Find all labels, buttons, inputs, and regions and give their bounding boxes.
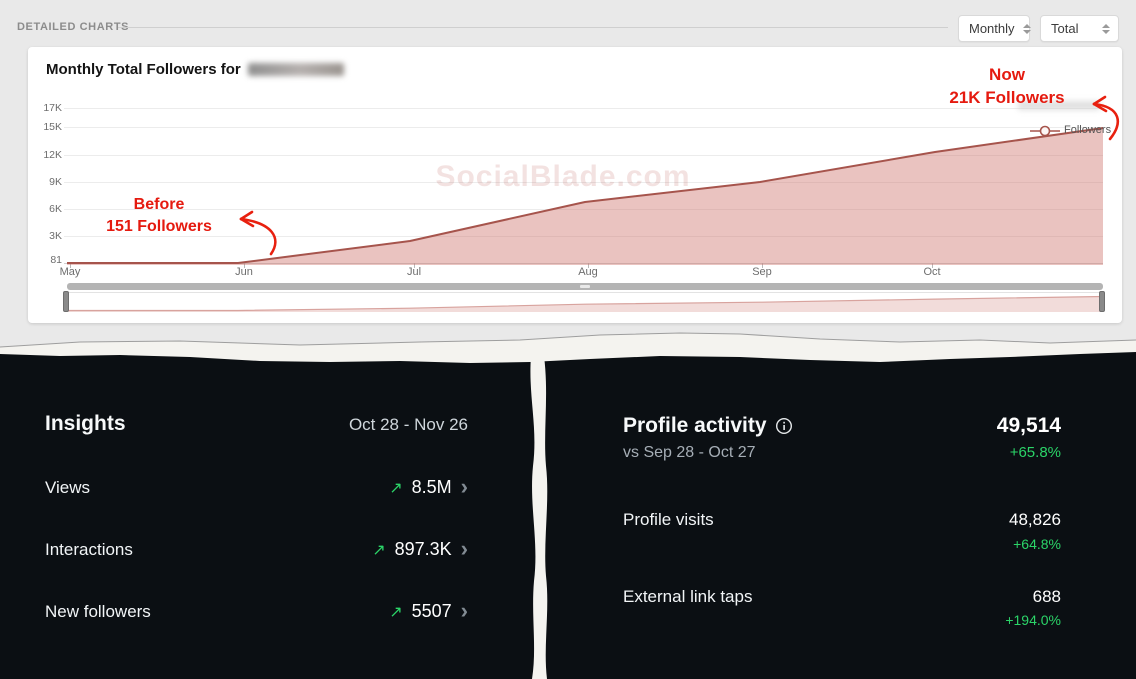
gridline — [64, 209, 1103, 210]
x-tick — [588, 263, 589, 268]
navigator-mini-chart — [67, 295, 1104, 312]
insights-row-new-followers[interactable]: New followers ↗ 5507 › — [45, 597, 468, 623]
navigator-right-handle[interactable] — [1099, 291, 1105, 312]
detailed-charts-section: DETAILED CHARTS Monthly Total Monthly To… — [17, 15, 1122, 323]
row-label: Views — [45, 477, 91, 497]
trend-up-icon: ↗ — [389, 603, 403, 621]
navigator-left-handle[interactable] — [63, 291, 69, 312]
updown-icon — [1102, 23, 1110, 34]
gridline — [64, 236, 1103, 237]
external-link-taps-change: +194.0% — [1005, 612, 1061, 628]
chart-title-text: Monthly Total Followers for — [46, 61, 241, 78]
metric-dropdown[interactable]: Total — [1040, 15, 1119, 42]
legend-label[interactable]: Followers — [1064, 124, 1112, 136]
total-change: +65.8% — [1009, 444, 1061, 461]
redacted-username — [247, 63, 344, 76]
row-value: 688 — [1032, 587, 1061, 606]
x-tick — [414, 263, 415, 268]
row-value: 8.5M — [411, 477, 452, 497]
profile-activity-total: 49,514 — [996, 414, 1061, 437]
x-tick-label: Jul — [406, 266, 422, 278]
period-dropdown-value: Monthly — [969, 21, 1015, 36]
profile-activity-header: Profile activity 49,514 — [623, 414, 1061, 438]
row-label: External link taps — [623, 587, 753, 606]
profile-activity-title: Profile activity — [623, 414, 767, 437]
chart-range-navigator[interactable] — [67, 292, 1104, 312]
metric-dropdown-value: Total — [1051, 21, 1079, 36]
gridline — [64, 182, 1103, 183]
row-value: 48,826 — [1009, 510, 1061, 529]
followers-chart-svg — [67, 95, 1120, 265]
external-link-taps-row[interactable]: External link taps 688 — [623, 587, 1061, 607]
trend-up-icon: ↗ — [389, 479, 403, 497]
period-dropdown[interactable]: Monthly — [958, 15, 1031, 42]
annotation-now-line1: Now — [989, 65, 1025, 84]
x-tick-label: Sep — [752, 266, 772, 278]
insights-date-range[interactable]: Oct 28 - Nov 26 — [348, 415, 468, 434]
profile-visits-row[interactable]: Profile visits 48,826 — [623, 510, 1061, 530]
scrollbar-grip[interactable] — [580, 285, 590, 288]
compare-range: vs Sep 28 - Oct 27 — [623, 444, 756, 461]
x-axis-line — [64, 263, 1103, 264]
gridline — [64, 108, 1103, 109]
y-tick-label: 9K — [49, 176, 62, 188]
followers-area — [67, 128, 1103, 265]
x-tick — [70, 263, 71, 268]
blurred-tooltip-smudge — [1018, 101, 1100, 110]
annotation-now-line2: 21K Followers — [949, 87, 1065, 107]
followers-chart-card: Monthly Total Followers for 17K 15K 12K … — [28, 47, 1122, 323]
y-tick-label: 17K — [43, 102, 62, 114]
x-tick — [932, 263, 933, 268]
y-tick-label: 6K — [49, 203, 62, 215]
followers-line — [67, 127, 1104, 264]
section-title: DETAILED CHARTS — [17, 21, 130, 33]
before-arrow — [239, 210, 277, 256]
row-value: 897.3K — [394, 539, 452, 559]
x-tick-label: May — [59, 266, 81, 278]
x-tick-label: Jun — [235, 266, 253, 278]
gridline — [64, 155, 1103, 156]
legend-marker-circle — [1039, 125, 1051, 137]
row-value: 5507 — [411, 601, 452, 621]
profile-visits-change: +64.8% — [1013, 536, 1061, 552]
annotation-now: Now 21K Followers — [926, 64, 1088, 110]
x-tick — [244, 263, 245, 268]
chevron-right-icon: › — [460, 473, 468, 499]
insights-row-interactions[interactable]: Interactions ↗ 897.3K › — [45, 535, 468, 561]
chevron-right-icon: › — [460, 597, 468, 623]
x-tick — [762, 263, 763, 268]
row-label: Interactions — [45, 539, 133, 559]
chart-title: Monthly Total Followers for — [46, 61, 344, 78]
annotation-before: Before 151 Followers — [86, 194, 232, 237]
row-label: Profile visits — [623, 510, 714, 529]
row-label: New followers — [45, 601, 151, 621]
x-tick-label: Aug — [578, 266, 598, 278]
annotation-before-line1: Before — [133, 196, 185, 213]
gridline — [64, 127, 1103, 128]
socialblade-watermark: SocialBlade.com — [435, 160, 691, 193]
chart-scrollbar[interactable] — [67, 283, 1103, 290]
profile-activity-compare: vs Sep 28 - Oct 27 +65.8% — [623, 444, 1061, 462]
trend-up-icon: ↗ — [372, 541, 386, 559]
insights-title: Insights — [45, 412, 126, 435]
updown-icon — [1022, 23, 1031, 34]
info-icon[interactable] — [775, 417, 793, 435]
instagram-insights-section — [0, 352, 1136, 679]
chevron-right-icon: › — [460, 535, 468, 561]
y-tick-label: 81 — [50, 254, 62, 266]
insights-row-views[interactable]: Views ↗ 8.5M › — [45, 473, 468, 499]
now-arrow — [1092, 95, 1120, 141]
x-tick-label: Oct — [923, 266, 941, 278]
annotation-before-line2: 151 Followers — [106, 217, 212, 235]
insights-header: Insights Oct 28 - Nov 26 — [45, 412, 468, 436]
y-tick-label: 3K — [49, 230, 62, 242]
y-tick-label: 12K — [43, 149, 62, 161]
y-tick-label: 15K — [43, 121, 62, 133]
header-divider — [118, 27, 948, 28]
